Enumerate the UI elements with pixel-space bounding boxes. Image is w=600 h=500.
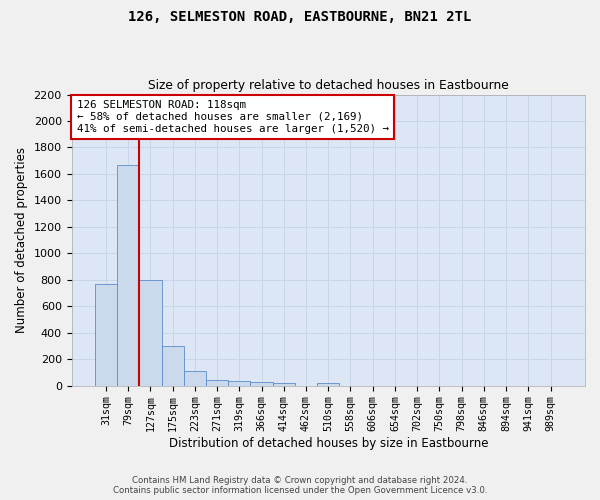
Bar (206, 380, 228, 386)
Text: 126 SELMESTON ROAD: 118sqm
← 58% of detached houses are smaller (2,169)
41% of s: 126 SELMESTON ROAD: 118sqm ← 58% of deta… (77, 100, 389, 134)
Bar (272, 383, 295, 386)
Bar (317, 383, 340, 386)
Y-axis label: Number of detached properties: Number of detached properties (15, 147, 28, 333)
Bar (250, 382, 272, 386)
Bar (139, 280, 161, 386)
Bar (228, 382, 250, 386)
Bar (117, 164, 139, 386)
Bar (184, 371, 206, 386)
Text: Contains HM Land Registry data © Crown copyright and database right 2024.
Contai: Contains HM Land Registry data © Crown c… (113, 476, 487, 495)
Bar (95, 284, 117, 386)
Title: Size of property relative to detached houses in Eastbourne: Size of property relative to detached ho… (148, 79, 509, 92)
Text: 126, SELMESTON ROAD, EASTBOURNE, BN21 2TL: 126, SELMESTON ROAD, EASTBOURNE, BN21 2T… (128, 10, 472, 24)
Bar (161, 346, 184, 386)
X-axis label: Distribution of detached houses by size in Eastbourne: Distribution of detached houses by size … (169, 437, 488, 450)
